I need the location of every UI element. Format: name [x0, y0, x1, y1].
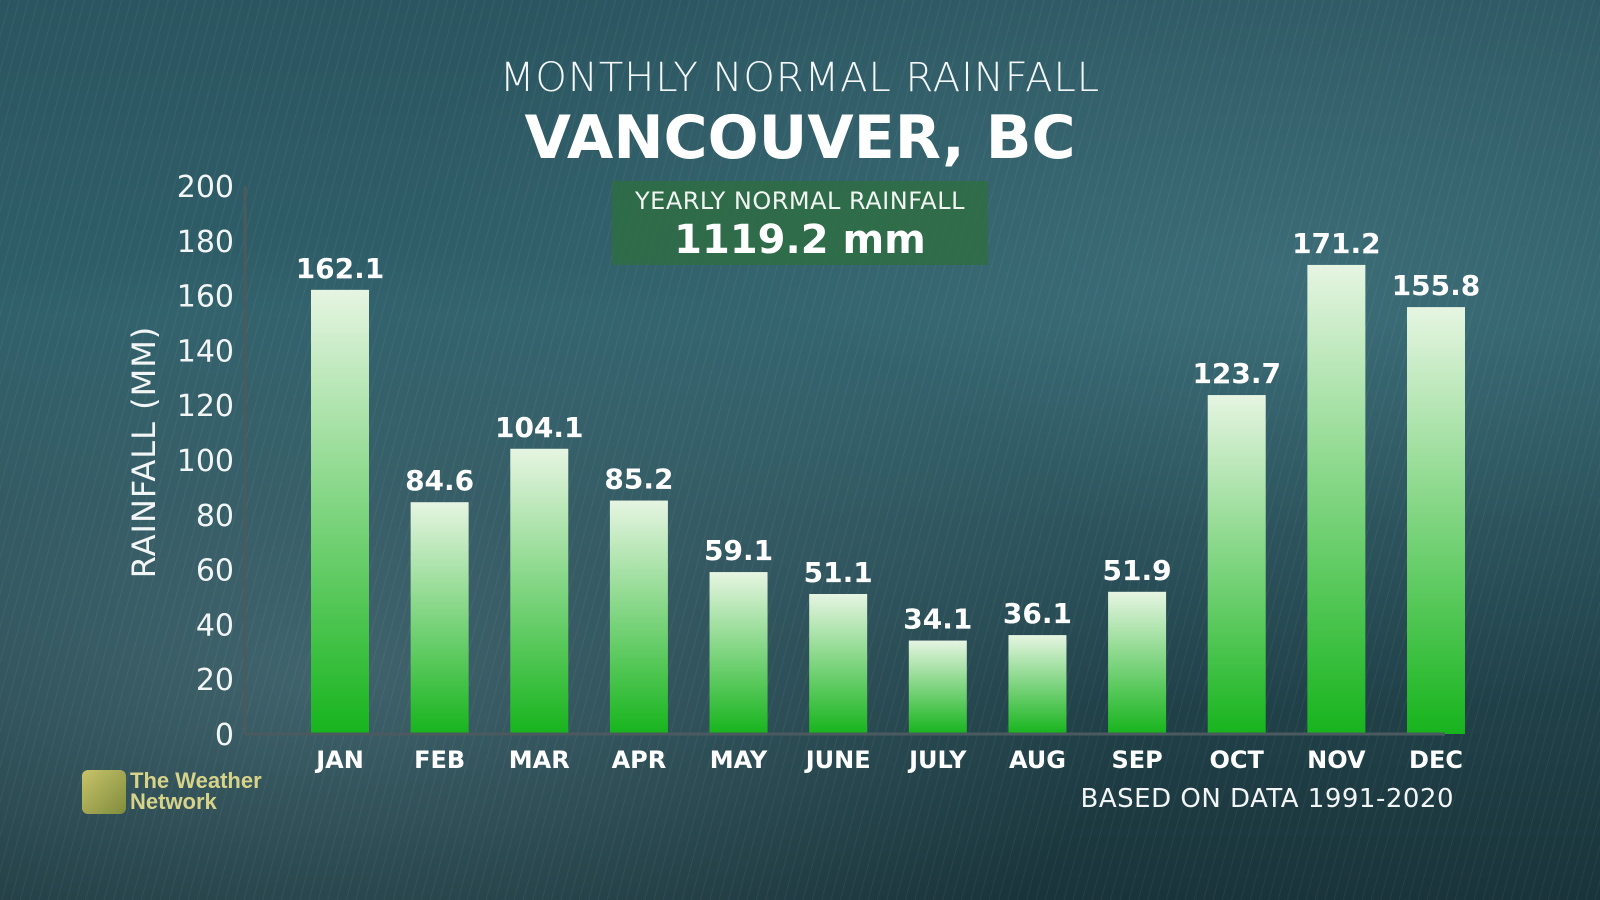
logo-text: The Weather Network	[130, 768, 262, 814]
x-tick-label: MAR	[509, 746, 570, 774]
bar-apr	[609, 500, 668, 734]
data-label: 36.1	[1003, 597, 1072, 630]
bar-mar	[510, 448, 569, 734]
y-tick-label: 80	[196, 499, 234, 534]
y-tick-label: 0	[215, 718, 234, 753]
yearly-total-label: YEARLY NORMAL RAINFALL	[635, 187, 965, 215]
logo-line-2: Network	[130, 789, 217, 814]
y-tick-label: 180	[177, 225, 234, 260]
x-tick-label: APR	[612, 746, 667, 774]
bar-dec	[1407, 307, 1465, 734]
x-tick-label: JULY	[907, 746, 967, 774]
y-tick-label: 200	[177, 170, 234, 205]
bar-oct	[1207, 395, 1266, 734]
yearly-total-value: 1119.2 mm	[674, 217, 926, 263]
x-tick-label: JUNE	[804, 746, 871, 774]
x-tick-label: SEP	[1111, 746, 1162, 774]
y-tick-label: 20	[196, 663, 234, 698]
y-tick-label: 40	[196, 608, 234, 643]
bar-july	[908, 640, 967, 734]
globe-icon	[82, 770, 126, 814]
data-label: 34.1	[903, 603, 972, 636]
data-label: 84.6	[405, 464, 474, 497]
x-tick-label: AUG	[1009, 746, 1066, 774]
x-tick-label: FEB	[414, 746, 465, 774]
data-source-note: BASED ON DATA 1991-2020	[1080, 784, 1454, 814]
chart-subtitle: MONTHLY NORMAL RAINFALL	[499, 55, 1101, 101]
x-tick-label: NOV	[1307, 746, 1366, 774]
y-axis-label: RAINFALL (MM)	[125, 326, 163, 579]
data-label: 104.1	[495, 411, 584, 444]
bar-feb	[410, 502, 469, 734]
data-label: 51.9	[1103, 554, 1172, 587]
data-label: 155.8	[1392, 269, 1481, 302]
x-tick-label: DEC	[1409, 746, 1463, 774]
bar-nov	[1307, 264, 1366, 734]
bar-aug	[1008, 635, 1067, 734]
chart-title: VANCOUVER, BC	[524, 103, 1076, 173]
y-tick-label: 160	[177, 280, 234, 315]
chart-header: MONTHLY NORMAL RAINFALL VANCOUVER, BC	[0, 58, 1600, 168]
yearly-total-box: YEARLY NORMAL RAINFALL 1119.2 mm	[612, 181, 988, 265]
bar-may	[709, 572, 768, 734]
y-tick-label: 60	[196, 554, 234, 589]
weather-network-logo: The Weather Network	[82, 770, 282, 818]
data-label: 162.1	[296, 252, 385, 285]
logo-line-1: The Weather	[130, 768, 262, 793]
bar-sep	[1108, 591, 1167, 734]
data-label: 59.1	[704, 534, 773, 567]
data-label: 51.1	[804, 556, 873, 589]
bar-june	[809, 593, 868, 734]
data-label: 85.2	[604, 463, 673, 496]
x-tick-label: OCT	[1210, 746, 1265, 774]
data-label: 171.2	[1292, 227, 1381, 260]
y-tick-label: 140	[177, 334, 234, 369]
data-label: 123.7	[1192, 357, 1281, 390]
x-tick-label: JAN	[314, 746, 364, 774]
y-tick-label: 100	[177, 444, 234, 479]
bar-jan	[311, 289, 369, 734]
y-tick-label: 120	[177, 389, 234, 424]
x-tick-label: MAY	[710, 746, 768, 774]
